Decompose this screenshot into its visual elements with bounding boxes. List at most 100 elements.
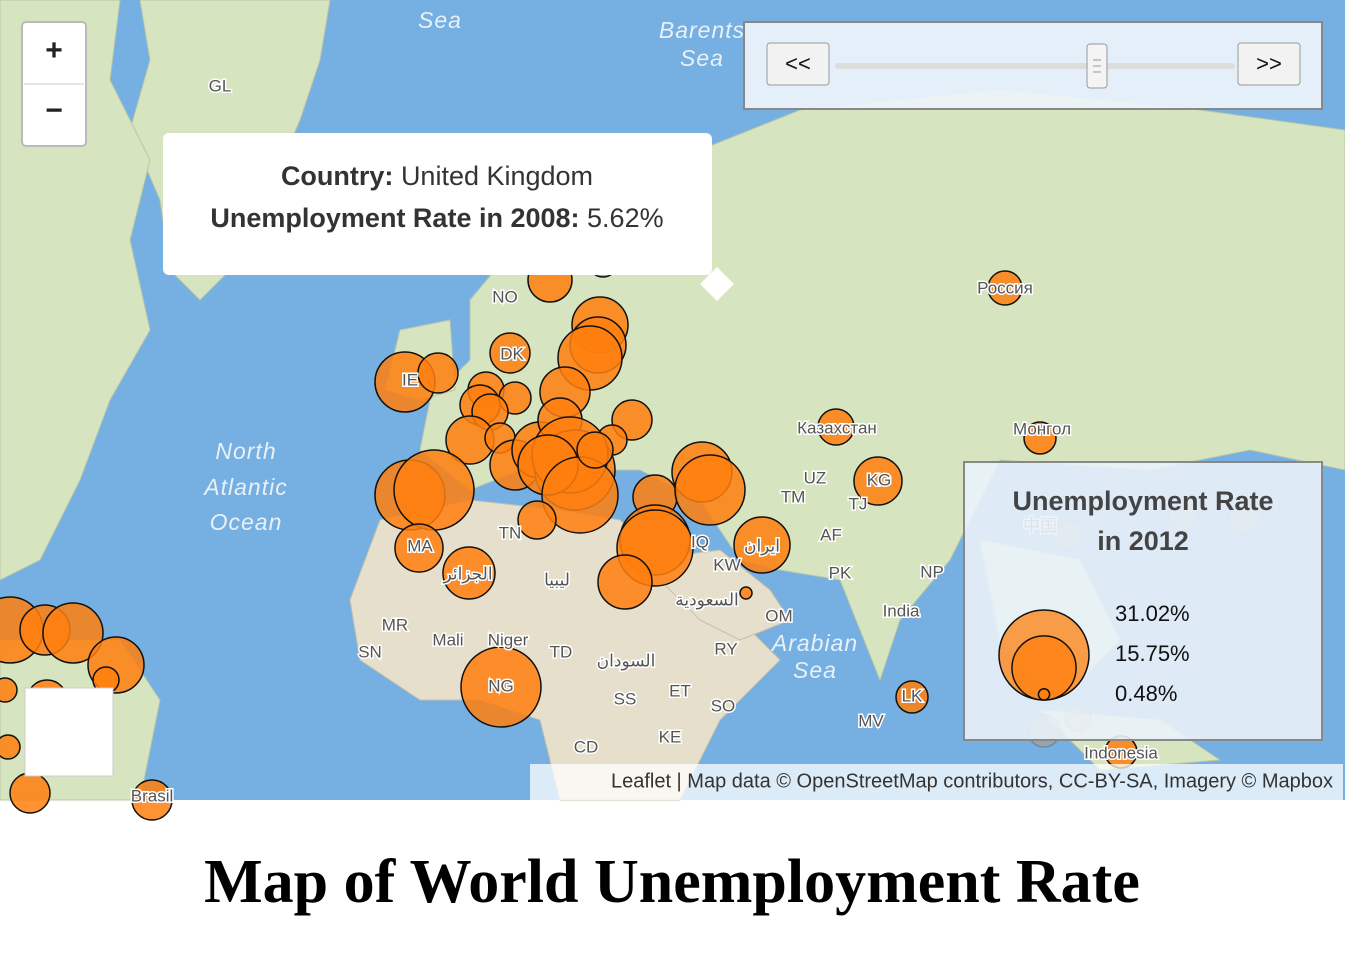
country-bubble [42,602,104,664]
ocean-label: Sea [418,7,462,33]
map-label: Indonesia [1084,743,1158,762]
tooltip-rate: Unemployment Rate in 2008: 5.62% [210,203,663,233]
map-label: NP [920,562,944,581]
country-bubble [853,456,903,506]
legend-title: Unemployment Rate [1012,486,1273,516]
tooltip-country: Country: United Kingdom [281,161,593,191]
tooltip-key: Unemployment Rate in 2008: [210,203,579,233]
map-label: SN [358,642,382,661]
map-label: MV [858,711,884,730]
ocean-label: Sea [680,45,724,71]
map-label: ایران [744,536,780,555]
next-label[interactable]: >> [1256,51,1282,76]
tooltip-value: 5.62% [587,203,664,233]
country-bubble [517,500,557,540]
legend-label: 31.02% [1115,601,1190,626]
map-label: TM [781,487,806,506]
attribution-box [530,764,1343,800]
map-label: IE [402,370,418,389]
map-label: الجزائر [442,564,492,583]
map-label: السودان [597,651,656,670]
map-label: GL [209,76,232,95]
tooltip: Country: United Kingdom Unemployment Rat… [163,133,734,301]
ocean-label: Ocean [210,509,283,535]
blank-control [24,687,114,777]
prev-button[interactable] [766,42,830,86]
map-label: KG [867,470,892,489]
country-bubble [817,408,855,446]
map-label: RY [714,639,737,658]
country-bubble [489,332,531,374]
country-bubble [393,449,475,531]
legend-title: in 2012 [1097,526,1189,556]
map-label: ET [669,681,691,700]
map-label: KW [713,555,740,574]
legend: Unemployment Rate in 2012 31.02% 15.75% 0.… [963,461,1323,741]
map-label: KE [659,727,682,746]
country-bubble [733,516,791,574]
zoom-out[interactable]: − [45,94,63,127]
map-label: SO [711,696,736,715]
zoom-control: + − [21,21,87,147]
map-label: PK [829,563,852,582]
map-label: Монгол [1013,419,1071,438]
tooltip-tip [700,267,734,301]
country-bubble [9,772,51,814]
tooltip-box [163,133,712,275]
legend-label: 15.75% [1115,641,1190,666]
time-slider: << >> [743,21,1323,110]
country-bubble [739,586,753,600]
map-label: IQ [691,532,709,551]
ocean-label: Arabian [770,630,858,656]
map-label: India [883,601,920,620]
map-label: MA [407,536,433,555]
country-bubble [987,270,1023,306]
map-label: Mali [432,630,463,649]
tooltip-key: Country: [281,161,393,191]
map-label: OM [765,606,792,625]
ocean-label: Atlantic [202,474,287,500]
map-label: MR [382,615,408,634]
map-label: NO [492,287,518,306]
ocean-label: Sea [793,657,837,683]
map-label: DK [500,344,524,363]
map-label: السعودية [675,590,738,609]
map-label: Россия [977,278,1033,297]
legend-label: 0.48% [1115,681,1177,706]
country-bubble [0,734,21,760]
country-bubble [417,352,459,394]
map-label: Казахстан [797,418,877,437]
attribution: Leaflet | Map data © OpenStreetMap contr… [611,770,1333,792]
zoom-in[interactable]: + [45,34,63,67]
map-label: TJ [849,494,868,513]
map-label: AF [820,525,842,544]
country-bubble [394,523,444,573]
map-label: LK [902,686,923,705]
ocean-label: Barents [659,17,745,43]
map-label: Niger [488,630,529,649]
map-label: TN [499,523,522,542]
country-bubbles [0,246,1262,821]
ocean-label: North [215,438,276,464]
map-label: CD [574,737,599,756]
map-label: UZ [804,468,827,487]
page-title: Map of World Unemployment Rate [204,848,1140,916]
legend-bubble [1037,688,1051,701]
tooltip-value: United Kingdom [401,161,593,191]
next-button[interactable] [1237,42,1301,86]
map-label: SS [614,689,637,708]
country-bubble [576,431,614,469]
country-bubble [597,554,653,610]
map-label: NG [488,676,514,695]
country-bubble [460,646,542,728]
map-label: Brasil [131,786,174,805]
map-label: TD [550,642,573,661]
prev-label[interactable]: << [785,51,811,76]
country-bubble [0,677,18,703]
country-bubble [131,779,173,821]
map-label: ليبيا [544,570,570,589]
country-bubble [895,680,929,714]
